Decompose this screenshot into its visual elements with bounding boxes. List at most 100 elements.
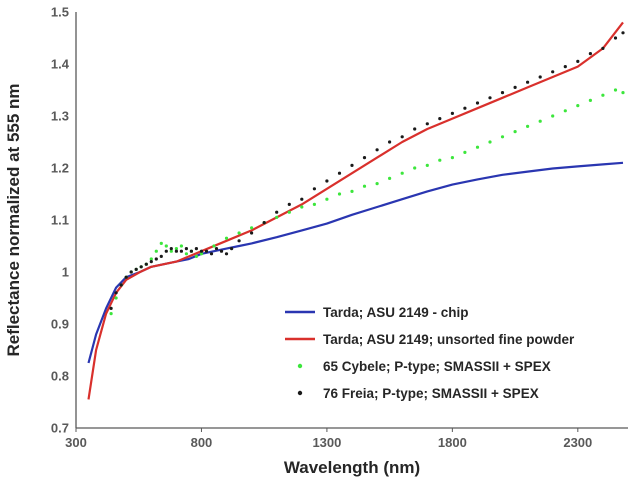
data-point [613, 36, 618, 40]
data-point [114, 291, 118, 295]
data-point [538, 119, 542, 123]
data-point [551, 70, 555, 74]
data-point [375, 148, 379, 152]
series-line [87, 21, 624, 400]
data-point [224, 236, 229, 240]
data-point [362, 184, 367, 188]
data-point [212, 244, 216, 248]
data-point [169, 249, 173, 253]
data-point [337, 192, 342, 196]
x-tick-label: 1300 [312, 435, 341, 450]
data-point [204, 249, 209, 253]
y-tick-label: 0.9 [51, 317, 69, 332]
x-tick-label: 2300 [563, 435, 592, 450]
data-point [500, 135, 505, 139]
data-point [169, 247, 173, 251]
data-point [601, 93, 605, 97]
data-point [621, 31, 625, 35]
data-point [475, 101, 480, 105]
x-axis-title: Wavelength (nm) [284, 458, 420, 477]
legend: Tarda; ASU 2149 - chip Tarda; ASU 2149; u… [285, 305, 575, 401]
data-point [513, 85, 517, 89]
data-point [174, 249, 178, 253]
plot-area [87, 21, 625, 400]
data-point [621, 91, 625, 95]
data-point [388, 140, 392, 144]
data-point [109, 312, 113, 316]
data-point [425, 122, 429, 126]
data-point [194, 254, 198, 258]
data-point [154, 257, 158, 261]
legend-swatch [297, 363, 303, 369]
data-point [109, 306, 113, 310]
data-point [613, 88, 618, 92]
data-point [230, 247, 234, 251]
data-point [513, 130, 517, 134]
data-point [362, 156, 367, 160]
legend-label: Tarda; ASU 2149; unsorted fine powder [323, 332, 575, 347]
data-point [114, 296, 118, 300]
x-tick-label: 800 [191, 435, 213, 450]
data-point [174, 247, 178, 251]
data-point [209, 252, 214, 256]
data-point [425, 163, 429, 167]
series-2 [109, 88, 625, 316]
data-point [413, 127, 417, 131]
data-point [139, 265, 143, 269]
data-point [375, 182, 379, 186]
data-point [119, 283, 123, 287]
data-point [134, 267, 138, 271]
data-point [275, 215, 279, 219]
data-point [312, 202, 316, 206]
y-tick-label: 0.7 [51, 421, 69, 436]
axes [75, 12, 628, 429]
data-point [463, 106, 467, 110]
data-point [184, 247, 188, 251]
data-point [262, 221, 266, 225]
data-point [159, 254, 163, 258]
data-point [337, 171, 342, 175]
data-point [129, 270, 133, 274]
data-point [219, 249, 224, 253]
data-point [250, 226, 254, 230]
data-point [350, 163, 354, 167]
y-axis-title: Reflectance normalized at 555 nm [4, 83, 23, 356]
data-point [312, 187, 316, 191]
data-point [488, 140, 492, 144]
data-point [164, 244, 168, 248]
data-point [388, 176, 392, 180]
data-point [300, 205, 304, 209]
data-point [413, 166, 417, 170]
data-point [551, 114, 555, 118]
y-tick-labels: 0.7 0.8 0.9 1 1.1 1.2 1.3 1.4 1.5 [51, 5, 70, 436]
data-point [526, 80, 530, 84]
data-point [287, 210, 291, 214]
data-point [250, 231, 254, 235]
data-point [287, 202, 291, 206]
legend-label: Tarda; ASU 2149 - chip [323, 305, 469, 320]
data-point [275, 210, 279, 214]
data-point [500, 91, 505, 95]
data-point [325, 179, 329, 183]
data-point [588, 98, 593, 102]
data-point [526, 124, 530, 128]
y-tick-label: 1.1 [51, 213, 69, 228]
data-point [224, 252, 229, 256]
data-point [438, 117, 442, 121]
data-point [576, 59, 580, 64]
legend-item: Tarda; ASU 2149; unsorted fine powder [285, 332, 575, 347]
series-1 [87, 21, 624, 400]
series-3 [109, 31, 625, 310]
data-point [189, 249, 193, 253]
data-point [300, 197, 304, 201]
y-tick-label: 1.4 [51, 57, 70, 72]
data-point [588, 52, 593, 56]
data-point [144, 262, 148, 266]
data-point [576, 104, 580, 108]
data-point [199, 252, 204, 256]
legend-item: 65 Cybele; P-type; SMASSII + SPEX [297, 359, 551, 374]
legend-swatch [297, 390, 303, 396]
data-point [563, 109, 567, 113]
y-tick-label: 1.3 [51, 109, 69, 124]
